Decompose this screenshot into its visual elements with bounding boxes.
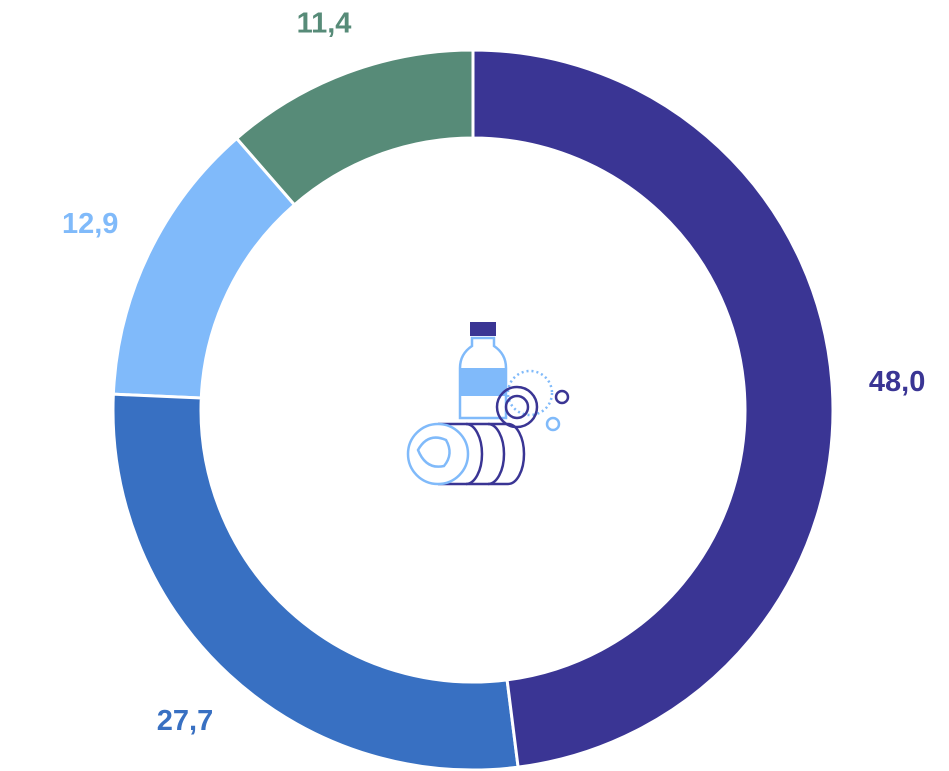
donut-segment xyxy=(471,48,835,769)
data-label: 48,0 xyxy=(869,366,925,398)
donut-segment xyxy=(111,136,297,400)
data-label: 11,4 xyxy=(297,8,352,40)
donut-segment xyxy=(111,392,520,771)
data-label: 27,7 xyxy=(157,705,213,737)
data-label: 12,9 xyxy=(62,208,118,240)
center-icon xyxy=(406,322,570,486)
